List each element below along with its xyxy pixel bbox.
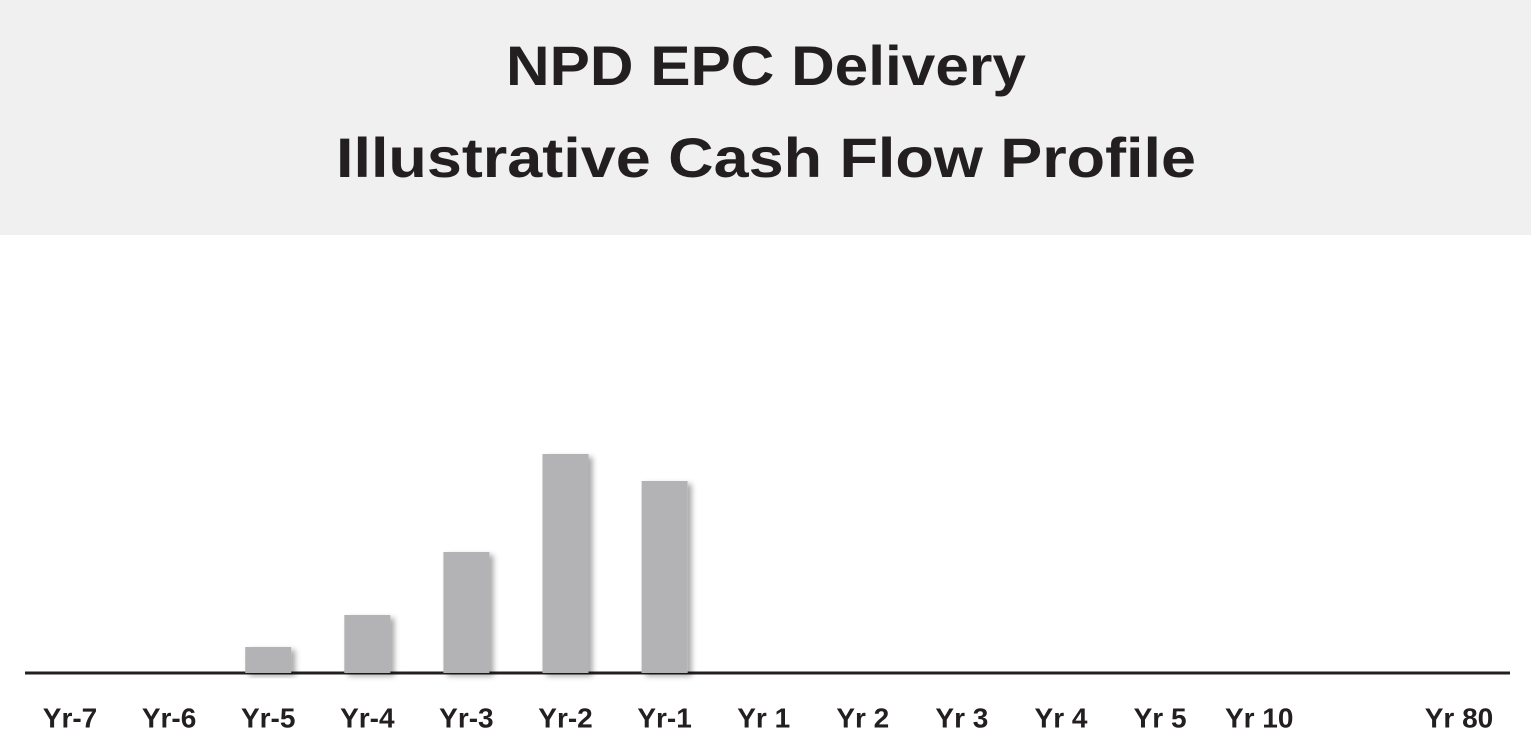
x-tick-label: Yr-6: [142, 702, 196, 733]
x-tick-label: Yr 3: [935, 702, 988, 733]
title-band: [0, 0, 1531, 235]
x-tick-label: Yr 4: [1035, 702, 1088, 733]
x-tick-label: Yr 80: [1425, 702, 1494, 733]
bar: [245, 647, 292, 673]
x-tick-label: Yr-2: [538, 702, 592, 733]
x-tick-label: Yr-7: [43, 702, 97, 733]
x-tick-label: Yr 5: [1134, 702, 1187, 733]
chart-title: NPD EPC Delivery: [506, 34, 1026, 97]
chart-subtitle: Illustrative Cash Flow Profile: [336, 126, 1196, 189]
x-tick-label: Yr 1: [737, 702, 790, 733]
x-tick-label: Yr 2: [836, 702, 889, 733]
x-tick-label: Yr-1: [637, 702, 691, 733]
bar: [542, 454, 589, 673]
x-tick-label: Yr-4: [340, 702, 395, 733]
bar: [344, 615, 391, 673]
x-tick-label: Yr-3: [439, 702, 493, 733]
bar: [641, 481, 688, 673]
x-tick-label: Yr 10: [1225, 702, 1294, 733]
x-tick-label: Yr-5: [241, 702, 295, 733]
bar: [443, 552, 490, 673]
